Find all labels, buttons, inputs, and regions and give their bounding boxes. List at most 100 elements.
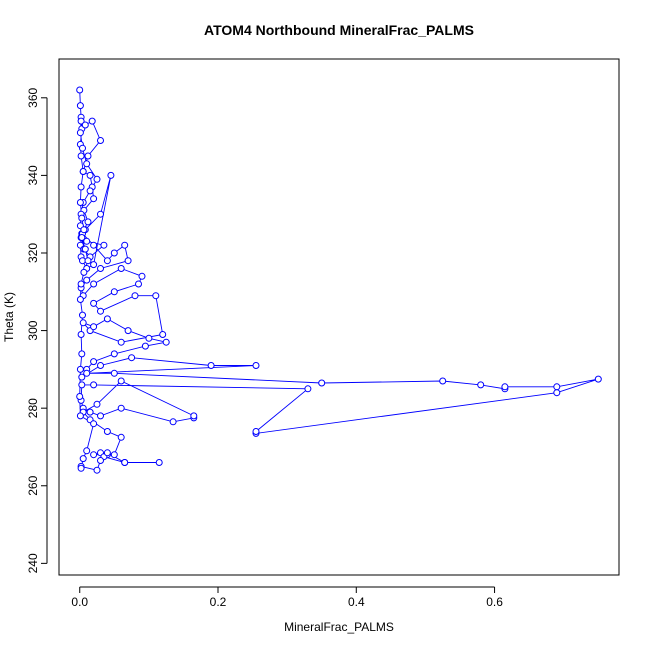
data-point xyxy=(103,428,111,435)
data-point xyxy=(100,241,108,249)
data-point xyxy=(169,418,177,426)
data-point xyxy=(252,428,260,435)
plot-frame xyxy=(58,58,620,576)
x-tick-label: 0.6 xyxy=(486,595,503,609)
data-point xyxy=(155,459,163,466)
data-point xyxy=(90,261,98,269)
data-point xyxy=(77,183,85,191)
data-point xyxy=(97,412,104,420)
data-point xyxy=(97,137,104,144)
data-point xyxy=(76,393,84,400)
data-point xyxy=(124,257,132,265)
data-point xyxy=(83,369,91,377)
data-point xyxy=(117,404,125,412)
data-point xyxy=(145,334,153,342)
data-point xyxy=(83,447,91,455)
data-point xyxy=(90,381,98,389)
data-point xyxy=(84,218,92,226)
data-point xyxy=(90,420,98,428)
data-point xyxy=(439,377,447,385)
data-point xyxy=(110,249,118,257)
data-point xyxy=(90,241,98,249)
y-tick-label: 360 xyxy=(26,87,40,107)
data-point xyxy=(79,144,86,152)
data-point xyxy=(80,226,88,234)
data-point xyxy=(84,152,92,160)
data-point xyxy=(97,210,104,218)
chart-title: ATOM4 Northbound MineralFrac_PALMS xyxy=(204,22,474,38)
data-point xyxy=(77,117,85,125)
data-point xyxy=(76,365,84,373)
data-point xyxy=(117,377,125,385)
data-point xyxy=(103,257,111,265)
data-point xyxy=(93,466,101,474)
y-axis-label: Theta (K) xyxy=(2,292,16,342)
data-point xyxy=(79,168,87,175)
data-point xyxy=(553,389,561,397)
data-point xyxy=(78,350,86,358)
data-point xyxy=(93,175,101,183)
data-point xyxy=(79,455,87,463)
data-point xyxy=(138,272,146,280)
data-point xyxy=(86,171,94,179)
series-layer xyxy=(76,86,602,474)
data-point xyxy=(90,280,98,288)
data-point xyxy=(79,311,86,319)
data-point xyxy=(83,237,91,245)
data-point xyxy=(76,199,84,206)
data-point xyxy=(107,171,115,179)
x-axis: 0.0 0.2 0.4 0.6 xyxy=(71,586,503,609)
data-point xyxy=(121,459,129,466)
data-point xyxy=(78,373,86,381)
data-point xyxy=(86,187,94,195)
data-point xyxy=(90,451,98,459)
data-point xyxy=(97,307,104,315)
y-axis: 240 260 280 300 320 340 360 xyxy=(26,87,48,573)
data-point xyxy=(76,129,84,137)
data-point xyxy=(76,296,84,303)
data-point xyxy=(117,338,125,346)
y-tick-label: 260 xyxy=(26,475,40,495)
data-point xyxy=(77,331,85,338)
data-point xyxy=(81,245,89,253)
data-point xyxy=(76,102,84,110)
data-point xyxy=(78,214,86,222)
data-point xyxy=(553,383,561,391)
data-point xyxy=(83,160,91,168)
data-point xyxy=(83,276,91,284)
data-point xyxy=(152,292,160,300)
data-point xyxy=(103,449,111,457)
data-point xyxy=(97,265,104,272)
data-point xyxy=(80,268,88,276)
data-point xyxy=(252,362,260,369)
data-point xyxy=(117,265,125,272)
data-point xyxy=(90,195,98,203)
data-point xyxy=(124,327,132,335)
data-point xyxy=(97,457,104,464)
data-point xyxy=(76,86,84,94)
data-point xyxy=(81,121,89,129)
data-point xyxy=(78,234,86,241)
data-point xyxy=(117,433,125,441)
data-point xyxy=(88,117,96,125)
data-point xyxy=(76,412,84,420)
x-axis-label: MineralFrac_PALMS xyxy=(284,620,394,634)
x-tick-label: 0.0 xyxy=(71,595,88,609)
data-point xyxy=(594,375,602,383)
data-point xyxy=(141,342,149,350)
y-tick-label: 280 xyxy=(26,398,40,418)
y-tick-label: 340 xyxy=(26,165,40,185)
x-tick-label: 0.2 xyxy=(210,595,227,609)
y-tick-label: 300 xyxy=(26,320,40,340)
data-point xyxy=(90,323,98,331)
data-point xyxy=(159,331,167,338)
data-point xyxy=(79,319,87,327)
data-point xyxy=(84,257,92,265)
data-point xyxy=(77,464,85,472)
data-point xyxy=(90,299,98,307)
data-point xyxy=(110,288,118,296)
data-point xyxy=(501,383,509,391)
data-point xyxy=(110,350,118,358)
data-point xyxy=(90,358,98,366)
